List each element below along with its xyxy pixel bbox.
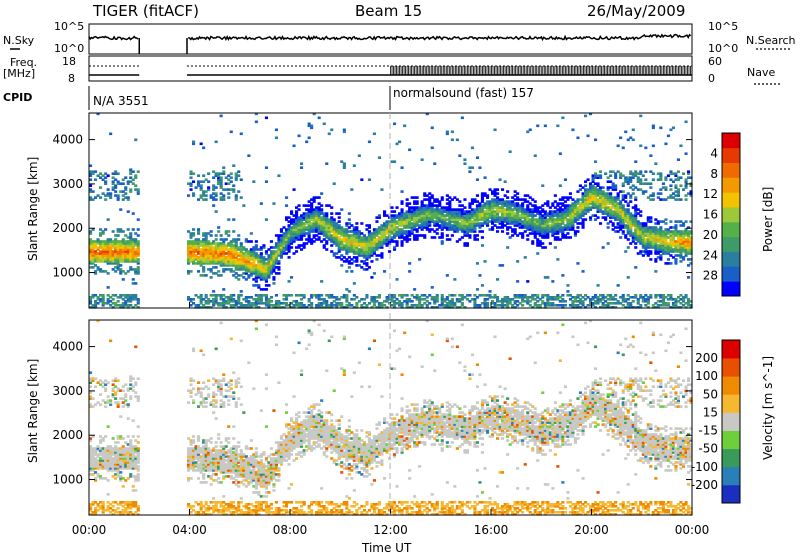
power-colorbar: 4 8 12 16 20 24 28 bbox=[703, 132, 741, 297]
velocity-colorbar-swatch-5 bbox=[722, 394, 740, 413]
power-colorbar-swatch-10 bbox=[722, 133, 740, 149]
nave-label: Nave bbox=[747, 66, 775, 79]
velocity-y-tick-label-0: 1000 bbox=[52, 473, 83, 487]
velocity-colorbar-swatch-6 bbox=[722, 376, 740, 395]
power-colorbar-label-4: 20 bbox=[703, 228, 718, 242]
x-tick-label-6: 00:00 bbox=[675, 523, 710, 537]
velocity-colorbar-swatch-1 bbox=[722, 466, 740, 486]
x-tick-label-5: 20:00 bbox=[574, 523, 609, 537]
power-colorbar-label-1: 8 bbox=[710, 167, 718, 181]
nsky-trace bbox=[88, 33, 692, 54]
x-tick-label-3: 12:00 bbox=[373, 523, 408, 537]
power-y-label: Slant Range [km] bbox=[26, 157, 40, 261]
power-colorbar-label-5: 24 bbox=[703, 248, 718, 262]
power-colorbar-swatch-4 bbox=[722, 221, 740, 238]
date-label: 26/May/2009 bbox=[587, 2, 685, 20]
nave-axis-bottom: 0 bbox=[708, 72, 715, 85]
power-panel: 1000 2000 3000 4000 Slant Range [km] 4 8 12 16… bbox=[26, 112, 775, 309]
power-colorbar-label-0: 4 bbox=[710, 146, 718, 160]
nsky-line bbox=[88, 33, 692, 42]
freq-label-line1: Freq. bbox=[10, 56, 37, 69]
nsky-label: N.Sky bbox=[3, 34, 35, 47]
velocity-colorbar: 200 100 50 15 -15 -50 -100 -200 bbox=[691, 339, 741, 504]
power-y-tick-label-2: 3000 bbox=[52, 177, 83, 191]
nsearch-label: N.Search bbox=[746, 34, 796, 47]
power-colorbar-swatch-5 bbox=[722, 207, 740, 223]
power-colorbar-swatch-0 bbox=[722, 281, 740, 297]
velocity-colorbar-label: Velocity [m s^-1] bbox=[761, 356, 775, 460]
velocity-colorbar-label-6: -100 bbox=[691, 460, 718, 474]
cpid-label: CPID bbox=[3, 91, 32, 104]
nsky-axis-bottom: 10^0 bbox=[54, 42, 84, 55]
nsky-axis-top: 10^5 bbox=[54, 20, 84, 33]
radar-title: TIGER (fitACF) bbox=[92, 2, 199, 20]
velocity-colorbar-label-5: -50 bbox=[698, 442, 718, 456]
nave-axis-top: 60 bbox=[708, 55, 722, 68]
time-x-axis: 00:00 04:00 08:00 12:00 16:00 20:00 00:00 bbox=[72, 302, 710, 537]
power-colorbar-swatch-2 bbox=[722, 251, 740, 267]
x-tick-label-4: 16:00 bbox=[474, 523, 509, 537]
velocity-colorbar-swatch-2 bbox=[722, 448, 740, 468]
velocity-colorbar-frame bbox=[721, 339, 741, 504]
nsky-panel: N.Sky 10^5 10^0 10^5 10^0 N.Search bbox=[3, 20, 796, 55]
power-colorbar-swatch-3 bbox=[722, 236, 740, 252]
velocity-y-tick-label-2: 3000 bbox=[52, 384, 83, 398]
velocity-y-tick-label-3: 4000 bbox=[52, 340, 83, 354]
velocity-colorbar-label-1: 100 bbox=[695, 369, 718, 383]
velocity-colorbar-swatch-0 bbox=[722, 484, 740, 504]
velocity-heatmap-cells bbox=[89, 319, 693, 516]
power-y-tick-label-3: 4000 bbox=[52, 133, 83, 147]
nsky-panel-frame bbox=[88, 23, 693, 55]
freq-axis-top: 18 bbox=[62, 55, 76, 68]
x-axis-label: Time UT bbox=[361, 541, 412, 554]
freq-label-line2: [MHz] bbox=[3, 67, 35, 80]
velocity-y-tick-label-1: 2000 bbox=[52, 428, 83, 442]
power-colorbar-label-3: 16 bbox=[703, 208, 718, 222]
nsearch-axis-top: 10^5 bbox=[708, 20, 738, 33]
x-tick-label-1: 04:00 bbox=[172, 523, 207, 537]
cpid-segment-1: normalsound (fast) 157 bbox=[393, 86, 534, 100]
power-colorbar-swatch-1 bbox=[722, 266, 740, 282]
velocity-colorbar-label-2: 50 bbox=[703, 387, 718, 401]
velocity-colorbar-swatch-4 bbox=[722, 412, 740, 431]
nsearch-axis-bottom: 10^0 bbox=[708, 42, 738, 55]
power-colorbar-swatch-6 bbox=[722, 192, 740, 208]
power-y-axis: 1000 2000 3000 4000 bbox=[52, 133, 692, 280]
power-y-tick-label-1: 2000 bbox=[52, 221, 83, 235]
power-colorbar-label: Power [dB] bbox=[761, 187, 775, 252]
beam-label: Beam 15 bbox=[355, 2, 422, 20]
velocity-y-label: Slant Range [km] bbox=[26, 359, 40, 463]
velocity-colorbar-swatch-8 bbox=[722, 340, 740, 359]
velocity-colorbar-swatch-3 bbox=[722, 430, 740, 450]
power-colorbar-swatch-7 bbox=[722, 177, 740, 193]
power-heatmap-cells bbox=[89, 112, 693, 309]
power-colorbar-swatch-9 bbox=[722, 147, 740, 163]
freq-trace bbox=[89, 65, 693, 76]
power-colorbar-frame bbox=[721, 132, 741, 297]
cpid-segment-0: N/A 3551 bbox=[93, 94, 149, 108]
velocity-colorbar-label-0: 200 bbox=[695, 351, 718, 365]
freq-panel: Freq. [MHz] 18 8 60 0 Nave bbox=[3, 55, 780, 85]
power-colorbar-label-2: 12 bbox=[703, 187, 718, 201]
cpid-row: CPID N/A 3551 normalsound (fast) 157 bbox=[3, 86, 534, 110]
velocity-colorbar-swatch-7 bbox=[722, 358, 740, 377]
power-y-tick-label-0: 1000 bbox=[52, 266, 83, 280]
x-tick-label-2: 08:00 bbox=[273, 523, 308, 537]
velocity-colorbar-label-3: 15 bbox=[703, 405, 718, 419]
x-tick-label-0: 00:00 bbox=[72, 523, 107, 537]
power-colorbar-label-6: 28 bbox=[703, 269, 718, 283]
velocity-colorbar-label-7: -200 bbox=[691, 478, 718, 492]
power-colorbar-swatch-8 bbox=[722, 162, 740, 178]
velocity-y-axis: 1000 2000 3000 4000 bbox=[52, 340, 692, 487]
freq-axis-bottom: 8 bbox=[68, 72, 75, 85]
velocity-colorbar-label-4: -15 bbox=[698, 424, 718, 438]
